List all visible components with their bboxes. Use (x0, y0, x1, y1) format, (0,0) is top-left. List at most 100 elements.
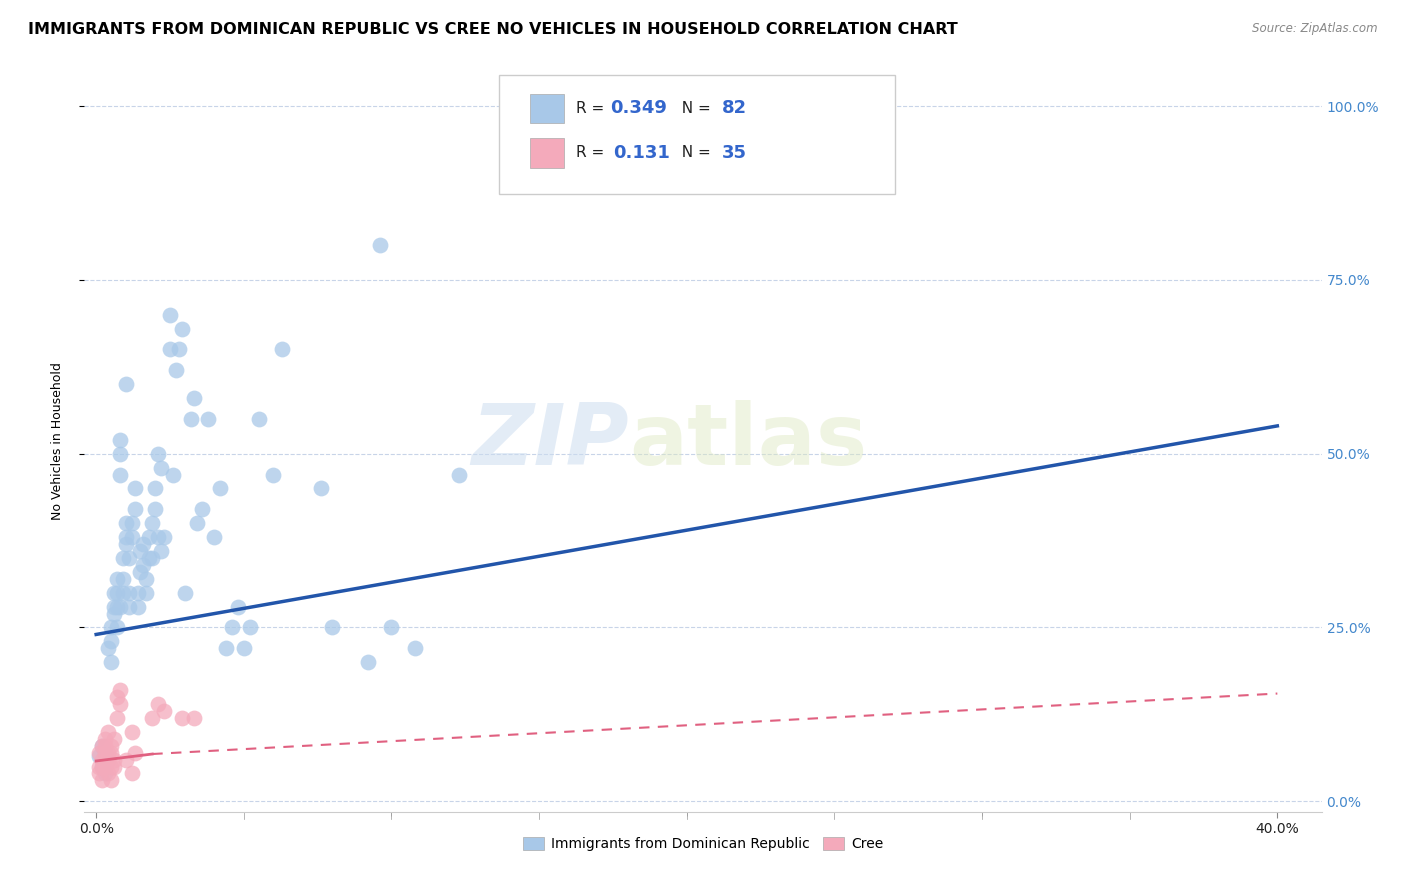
Text: 0.349: 0.349 (610, 99, 666, 118)
Point (111, 572, 134, 586)
Point (121, 530, 143, 544)
Point (97, 753, 120, 767)
Point (309, 482, 332, 496)
Text: N =: N = (672, 101, 716, 116)
Point (135, 572, 157, 586)
Point (221, 620, 243, 634)
Point (91, 739, 114, 753)
Point (121, 724, 143, 739)
Point (148, 697, 170, 711)
Point (150, 460, 173, 475)
Point (183, 391, 205, 405)
Point (111, 586, 134, 600)
Point (114, 530, 136, 544)
Point (197, 412, 219, 426)
Point (167, 343, 190, 357)
Point (89, 749, 111, 764)
Point (103, 586, 125, 600)
Text: N =: N = (672, 145, 716, 161)
Point (114, 537, 136, 551)
Point (404, 641, 426, 656)
Text: R =: R = (575, 101, 609, 116)
Point (132, 558, 155, 572)
Point (97, 746, 120, 760)
Point (118, 599, 141, 614)
Point (94, 766, 117, 780)
Point (247, 412, 270, 426)
Point (271, 343, 294, 357)
Point (357, 655, 380, 669)
Point (114, 516, 136, 531)
Point (129, 565, 152, 579)
Point (108, 599, 131, 614)
Point (108, 697, 131, 711)
Point (209, 482, 232, 496)
Point (94, 739, 117, 753)
Point (202, 530, 225, 544)
Point (108, 467, 131, 482)
Point (94, 746, 117, 760)
Point (105, 620, 128, 634)
Point (91, 773, 114, 788)
Point (111, 551, 134, 566)
Text: 0.131: 0.131 (613, 144, 669, 161)
Point (121, 766, 143, 780)
Point (165, 363, 187, 377)
Point (105, 711, 128, 725)
Point (183, 711, 205, 725)
Point (105, 690, 128, 704)
Point (105, 572, 128, 586)
Point (100, 739, 122, 753)
Text: IMMIGRANTS FROM DOMINICAN REPUBLIC VS CREE NO VEHICLES IN HOUSEHOLD CORRELATION : IMMIGRANTS FROM DOMINICAN REPUBLIC VS CR… (28, 22, 957, 37)
Point (159, 343, 181, 357)
Point (103, 759, 125, 773)
FancyBboxPatch shape (499, 75, 894, 194)
Point (114, 377, 136, 392)
Text: 82: 82 (721, 99, 747, 118)
Point (100, 620, 122, 634)
Point (91, 759, 114, 773)
Point (121, 516, 143, 531)
Point (94, 746, 117, 760)
Point (89, 759, 111, 773)
Point (141, 551, 163, 566)
Point (100, 773, 122, 788)
Point (114, 753, 136, 767)
Point (153, 704, 176, 718)
Point (141, 711, 163, 725)
Point (97, 724, 120, 739)
Point (150, 544, 173, 558)
Point (239, 620, 262, 634)
Point (103, 607, 125, 621)
Point (191, 502, 214, 516)
Point (143, 482, 166, 496)
Point (138, 551, 160, 566)
Point (100, 655, 122, 669)
Point (148, 530, 170, 544)
Point (89, 746, 111, 760)
Point (148, 447, 170, 461)
Point (180, 412, 202, 426)
Point (124, 482, 146, 496)
Point (91, 759, 114, 773)
Point (100, 759, 122, 773)
Point (232, 641, 254, 656)
Point (226, 599, 249, 614)
Point (368, 238, 391, 252)
Point (186, 516, 208, 531)
Point (108, 433, 131, 447)
Point (103, 753, 125, 767)
Point (153, 530, 176, 544)
Text: ZIP: ZIP (471, 400, 628, 483)
Point (91, 753, 114, 767)
Point (127, 599, 149, 614)
Point (124, 502, 146, 516)
Point (215, 641, 238, 656)
Point (380, 620, 402, 634)
Point (105, 586, 128, 600)
Point (94, 731, 117, 746)
Y-axis label: No Vehicles in Household: No Vehicles in Household (51, 363, 63, 520)
Point (141, 516, 163, 531)
Point (103, 731, 125, 746)
Point (108, 447, 131, 461)
